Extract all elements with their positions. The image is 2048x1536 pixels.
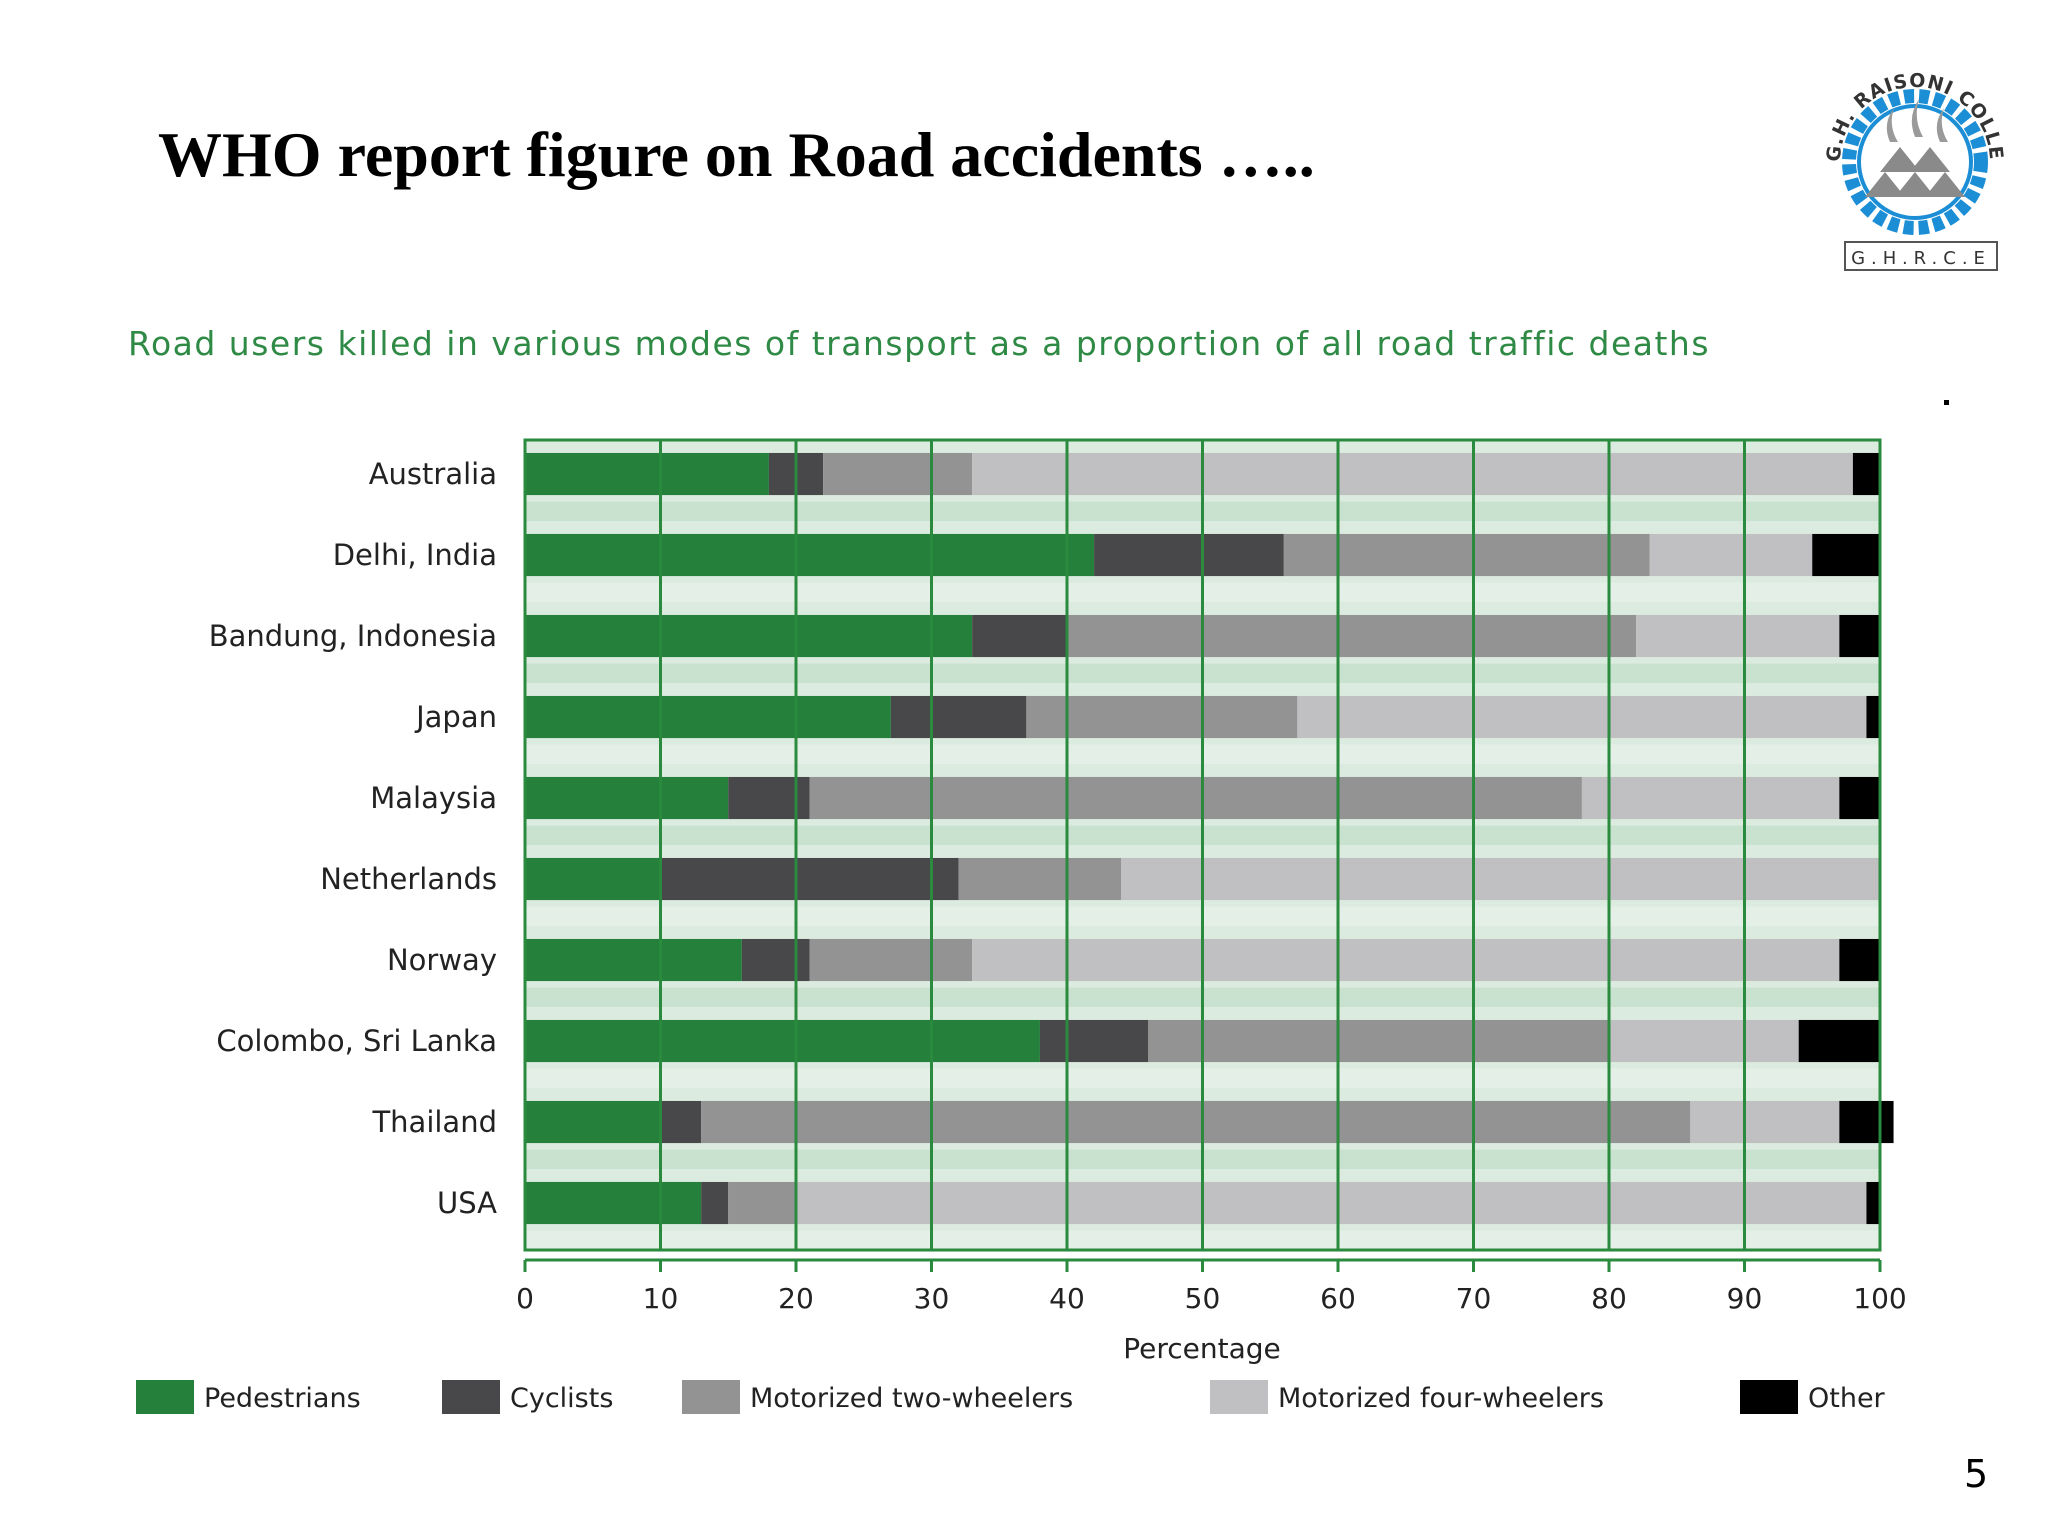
bar-segment [1636,614,1840,658]
logo-abbrev: G.H.R.C.E [1851,248,1991,269]
bar-segment [525,776,729,820]
bar-segment [1839,938,1880,982]
category-label: Japan [414,700,497,734]
bar-segment [1283,533,1650,577]
legend-swatch [1210,1380,1268,1414]
bar-segment [701,1100,1691,1144]
bar-segment [1798,1019,1880,1063]
bar-segment [823,452,973,496]
bars-layer [523,438,1894,1252]
tick-label: 50 [1185,1282,1221,1315]
legend-label: Pedestrians [204,1383,361,1414]
bar-segment [1148,1019,1609,1063]
category-label: Bandung, Indonesia [209,619,497,653]
legend-label: Other [1808,1383,1886,1414]
legend-swatch [1740,1380,1798,1414]
bar-segment [525,452,769,496]
bar-segment [701,1181,729,1225]
bar-segment [525,614,973,658]
bar-segment [1866,1181,1880,1225]
bar-segment [728,1181,796,1225]
category-label: USA [437,1186,497,1220]
bar-segment [972,614,1067,658]
category-label: Norway [387,943,497,977]
category-label: Thailand [371,1105,497,1139]
bar-segment [525,695,891,739]
bar-segment [1039,1019,1149,1063]
bar-segment [1649,533,1813,577]
bar-segment [809,776,1582,820]
bar-segment [1067,614,1637,658]
legend-label: Cyclists [510,1383,613,1414]
category-label: Delhi, India [333,538,497,572]
bar-segment [972,452,1853,496]
category-label: Colombo, Sri Lanka [216,1024,497,1058]
bar-segment [890,695,1027,739]
bar-segment [1690,1100,1840,1144]
tick-label: 40 [1049,1282,1085,1315]
bar-segment [1297,695,1867,739]
bar-segment [1866,695,1880,739]
legend: Pedestrians Cyclists Motorized two-wheeler… [136,1380,1886,1414]
bar-segment [525,533,1095,577]
bar-segment [1609,1019,1799,1063]
tick-label: 60 [1320,1282,1356,1315]
college-logo: G.H. RAISONI COLLEGE OF ENGINEERING G.H.… [1780,12,2006,271]
x-axis-ticks: 0 10 20 30 40 50 60 70 80 90 100 [516,1258,1907,1315]
plot-frame [523,438,1882,1252]
bar-segment [1581,776,1840,820]
legend-swatch [136,1380,194,1414]
legend-swatch [442,1380,500,1414]
category-label: Australia [369,457,497,491]
bar-segment [525,1019,1040,1063]
chart-title: Road users killed in various modes of tr… [128,324,1711,363]
flame-triangles-icon [1865,99,1965,197]
tick-label: 90 [1727,1282,1763,1315]
tick-label: 30 [914,1282,950,1315]
tick-label: 0 [516,1282,534,1315]
bar-segment [796,1181,1867,1225]
bar-segment [660,857,959,901]
tick-label: 100 [1853,1282,1906,1315]
tick-label: 20 [778,1282,814,1315]
tick-label: 10 [643,1282,679,1315]
tick-label: 70 [1456,1282,1492,1315]
bar-segment [809,938,973,982]
bar-segment [958,857,1122,901]
bar-segment [1839,614,1880,658]
bar-segment [1094,533,1284,577]
page-number: 5 [1964,1452,1989,1496]
bar-segment [525,857,661,901]
bar-segment [1852,452,1880,496]
legend-swatch [682,1380,740,1414]
category-label: Malaysia [370,781,497,815]
bar-segment [525,1100,661,1144]
legend-label: Motorized two-wheelers [750,1383,1073,1414]
stray-dot [1944,400,1949,405]
tick-label: 80 [1591,1282,1627,1315]
category-label: Netherlands [320,862,497,896]
bar-segment [1026,695,1298,739]
bar-segment [1839,776,1880,820]
slide-title: WHO report figure on Road accidents ….. [158,119,1315,190]
bar-segment [525,938,742,982]
bar-segment [972,938,1840,982]
bar-segment [1812,533,1880,577]
bar-segment [1121,857,1880,901]
category-labels: Australia Delhi, India Bandung, Indonesia J… [209,457,497,1220]
bar-segment [1839,1100,1894,1144]
x-axis-label: Percentage [1123,1332,1281,1365]
bar-segment [525,1181,702,1225]
legend-label: Motorized four-wheelers [1278,1383,1604,1414]
bar-segment [741,938,810,982]
bar-segment [660,1100,702,1144]
